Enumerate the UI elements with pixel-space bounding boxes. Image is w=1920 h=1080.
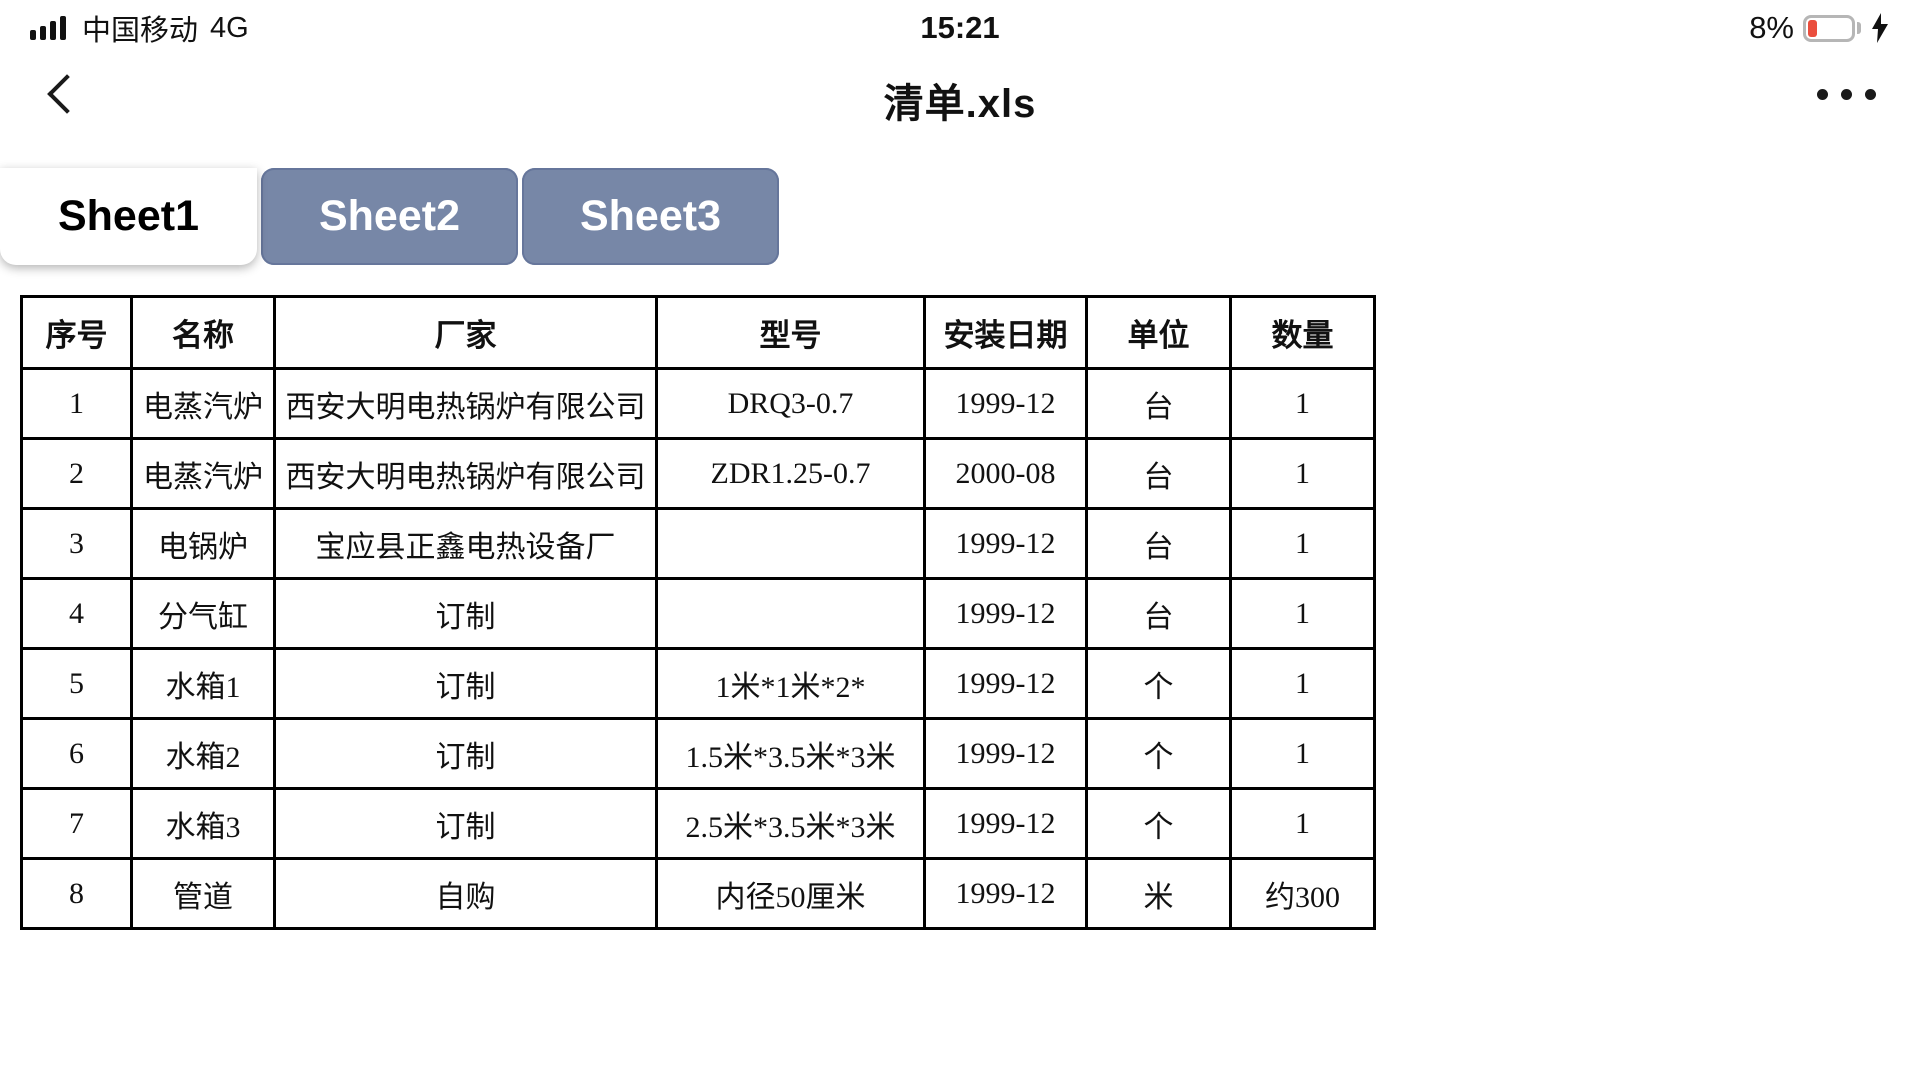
table-cell: 2000-08 xyxy=(923,437,1088,510)
table-cell: 1 xyxy=(1229,577,1376,650)
table-cell: 分气缸 xyxy=(130,577,276,650)
table-cell: 西安大明电热锅炉有限公司 xyxy=(273,437,658,510)
tab-label: Sheet1 xyxy=(57,192,199,240)
table-cell: 台 xyxy=(1085,577,1232,650)
sheet-tab-bar: Sheet1 Sheet2 Sheet3 xyxy=(0,168,1920,265)
table-row: 6 水箱2 订制 1.5米*3.5米*3米 1999-12 个 1 xyxy=(20,717,1376,790)
table-row: 2 电蒸汽炉 西安大明电热锅炉有限公司 ZDR1.25-0.7 2000-08 台 1 xyxy=(20,437,1376,510)
table-cell: 订制 xyxy=(273,577,658,650)
clock: 15:21 xyxy=(920,10,1000,45)
signal-bars-icon xyxy=(30,16,66,40)
table-cell: 约300 xyxy=(1229,857,1376,930)
table-cell: 6 xyxy=(20,717,133,790)
table-cell: 订制 xyxy=(273,717,658,790)
status-bar: 中国移动 4G 15:21 8% xyxy=(0,0,1920,48)
more-menu-button[interactable] xyxy=(1815,76,1878,112)
table-cell: 1 xyxy=(20,367,133,440)
table-cell: 水箱3 xyxy=(130,787,276,860)
table-cell: 1999-12 xyxy=(923,577,1088,650)
table-cell: 米 xyxy=(1085,857,1232,930)
table-cell: 1999-12 xyxy=(923,367,1088,440)
status-left: 中国移动 4G xyxy=(30,7,249,49)
table-cell: 5 xyxy=(20,647,133,720)
table-cell: 1 xyxy=(1229,647,1376,720)
header-cell: 名称 xyxy=(130,295,276,370)
table-row: 1 电蒸汽炉 西安大明电热锅炉有限公司 DRQ3-0.7 1999-12 台 1 xyxy=(20,367,1376,440)
table-row: 8 管道 自购 内径50厘米 1999-12 米约300 xyxy=(20,857,1376,930)
header-row: 序号 名称 厂家 型号 安装日期 单位 数量 xyxy=(20,295,1376,370)
battery-percent-label: 8% xyxy=(1749,10,1794,45)
table-cell: 1999-12 xyxy=(923,507,1088,580)
table-cell: 1 xyxy=(1229,787,1376,860)
table-cell: 1 xyxy=(1229,367,1376,440)
tab-sheet2[interactable]: Sheet2 xyxy=(261,168,518,265)
table-cell: 电锅炉 xyxy=(130,507,276,580)
tab-label: Sheet3 xyxy=(579,192,721,240)
spreadsheet-table: 序号 名称 厂家 型号 安装日期 单位 数量 1 电蒸汽炉 西安大明电热锅炉有限公司 DRQ3-0.… xyxy=(20,295,1376,930)
table-cell: 1999-12 xyxy=(923,717,1088,790)
table-row: 4 分气缸 订制 1999-12 台 1 xyxy=(20,577,1376,650)
table-cell: 订制 xyxy=(273,647,658,720)
header-cell: 单位 xyxy=(1085,295,1232,370)
table-cell: 台 xyxy=(1085,367,1232,440)
table-cell: 订制 xyxy=(273,787,658,860)
table-row: 7 水箱3 订制 2.5米*3.5米*3米 1999-12 个 1 xyxy=(20,787,1376,860)
table-cell: 电蒸汽炉 xyxy=(130,437,276,510)
table-cell xyxy=(655,577,926,650)
table-cell: 1 xyxy=(1229,507,1376,580)
tab-label: Sheet2 xyxy=(318,192,460,240)
table-cell: 电蒸汽炉 xyxy=(130,367,276,440)
table-cell: 自购 xyxy=(273,857,658,930)
phone-screen: 中国移动 4G 15:21 8% 清单.xls Sheet1 Sheet2 Shee… xyxy=(0,0,1920,930)
table-row: 3 电锅炉 宝应县正鑫电热设备厂 1999-12 台 1 xyxy=(20,507,1376,580)
table-cell: 水箱1 xyxy=(130,647,276,720)
table-cell: 个 xyxy=(1085,717,1232,790)
chevron-left-icon xyxy=(47,74,87,114)
table-cell: 1 xyxy=(1229,717,1376,790)
status-right: 8% xyxy=(1749,10,1890,46)
table-cell xyxy=(655,507,926,580)
table-cell: 1999-12 xyxy=(923,787,1088,860)
table-cell: ZDR1.25-0.7 xyxy=(655,437,926,510)
table-cell: 1.5米*3.5米*3米 xyxy=(655,717,926,790)
table-cell: 4 xyxy=(20,577,133,650)
table-cell: 3 xyxy=(20,507,133,580)
table-cell: 7 xyxy=(20,787,133,860)
table-cell: 水箱2 xyxy=(130,717,276,790)
table-cell: 2 xyxy=(20,437,133,510)
tab-sheet3[interactable]: Sheet3 xyxy=(522,168,779,265)
header-cell: 型号 xyxy=(655,295,926,370)
table-cell: 1999-12 xyxy=(923,857,1088,930)
table-cell: 宝应县正鑫电热设备厂 xyxy=(273,507,658,580)
network-type-label: 4G xyxy=(210,11,249,44)
ellipsis-icon xyxy=(1817,88,1828,100)
tab-sheet1[interactable]: Sheet1 xyxy=(0,168,257,265)
table-cell: 个 xyxy=(1085,787,1232,860)
table-row: 5 水箱1 订制 1米*1米*2* 1999-12 个 1 xyxy=(20,647,1376,720)
back-button[interactable] xyxy=(30,62,94,126)
document-title: 清单.xls xyxy=(883,82,1037,126)
carrier-label: 中国移动 xyxy=(82,15,199,47)
table-cell: 1米*1米*2* xyxy=(655,647,926,720)
table-cell: 1 xyxy=(1229,437,1376,510)
charging-bolt-icon xyxy=(1872,13,1888,43)
header-cell: 数量 xyxy=(1229,295,1376,370)
table-cell: 西安大明电热锅炉有限公司 xyxy=(273,367,658,440)
table-cell: 台 xyxy=(1085,437,1232,510)
sheet-content: 序号 名称 厂家 型号 安装日期 单位 数量 1 电蒸汽炉 西安大明电热锅炉有限公司 DRQ3-0.… xyxy=(20,295,1920,930)
nav-bar: 清单.xls xyxy=(0,48,1920,152)
header-cell: 安装日期 xyxy=(923,295,1088,370)
table-cell: 台 xyxy=(1085,507,1232,580)
table-cell: 1999-12 xyxy=(923,647,1088,720)
table-cell: 内径50厘米 xyxy=(655,857,926,930)
table-cell: 个 xyxy=(1085,647,1232,720)
battery-fill xyxy=(1808,19,1817,37)
table-cell: DRQ3-0.7 xyxy=(655,367,926,440)
table-cell: 管道 xyxy=(130,857,276,930)
header-cell: 厂家 xyxy=(273,295,658,370)
table-cell: 8 xyxy=(20,857,133,930)
header-cell: 序号 xyxy=(20,295,133,370)
table-cell: 2.5米*3.5米*3米 xyxy=(655,787,926,860)
battery-low-icon xyxy=(1803,14,1861,42)
